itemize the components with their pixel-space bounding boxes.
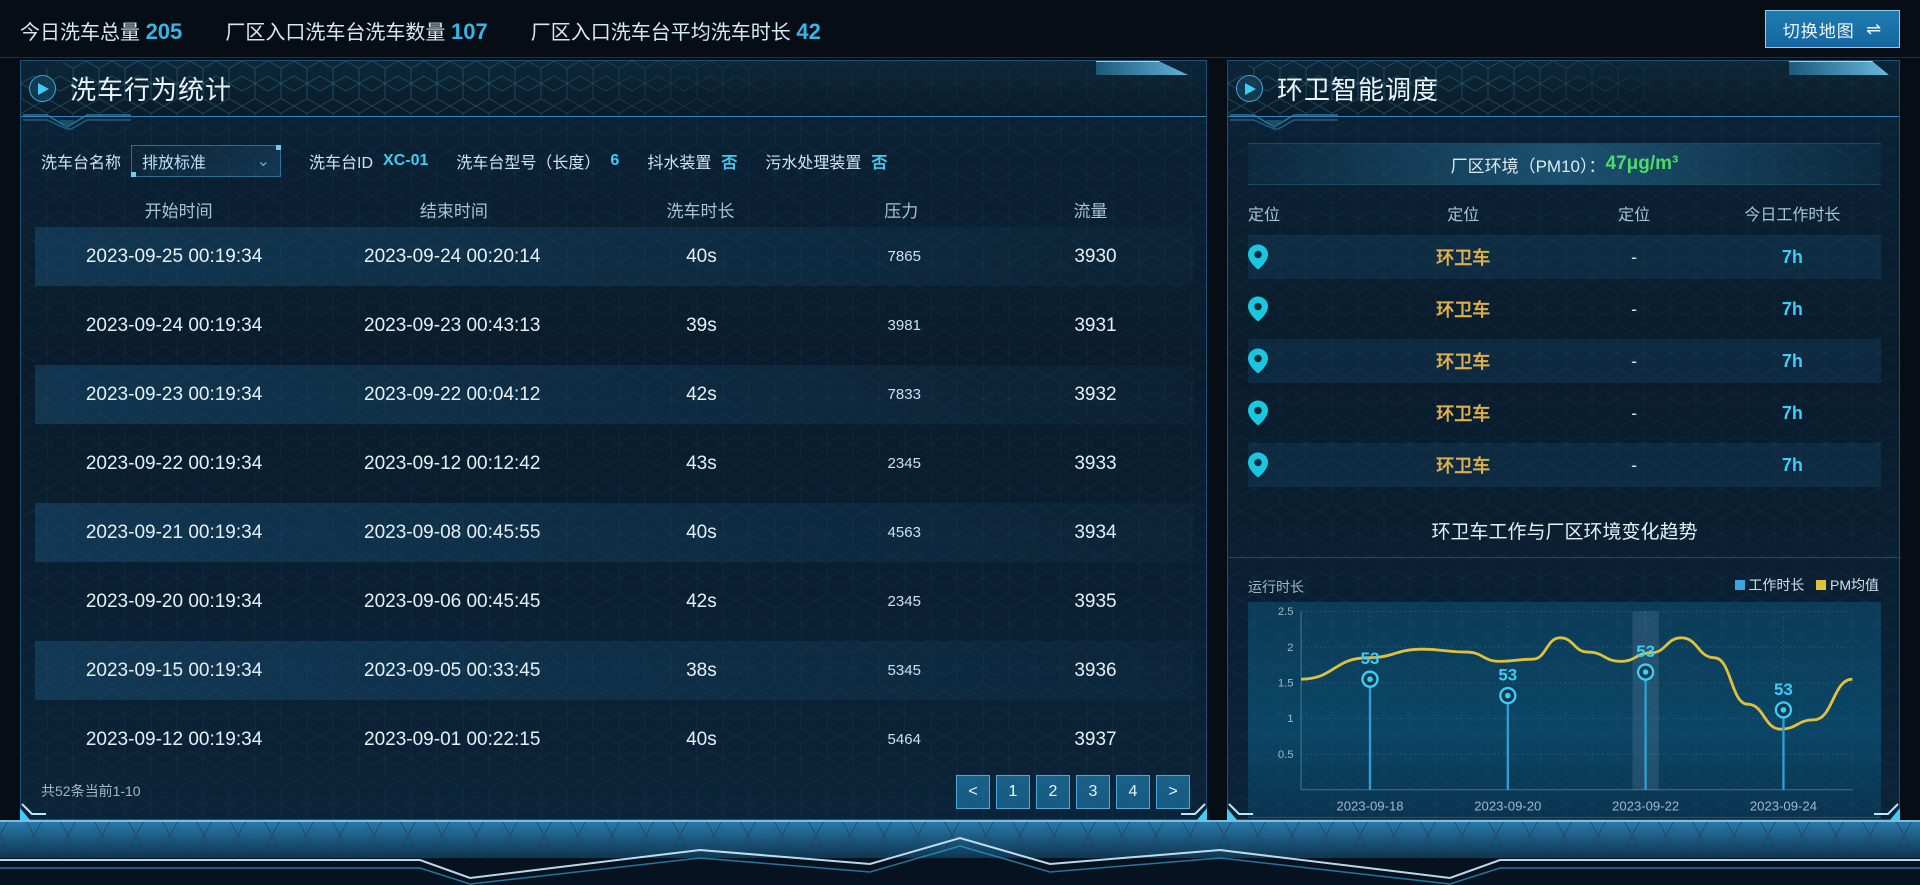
svg-text:53: 53	[1498, 666, 1517, 685]
svg-text:2023-09-22: 2023-09-22	[1612, 798, 1679, 813]
svg-text:0.5: 0.5	[1278, 749, 1294, 761]
svg-text:2023-09-20: 2023-09-20	[1474, 798, 1541, 813]
svg-text:2: 2	[1287, 642, 1293, 654]
svg-text:53: 53	[1361, 649, 1380, 668]
svg-text:1.5: 1.5	[1278, 678, 1294, 690]
svg-text:2023-09-18: 2023-09-18	[1336, 798, 1403, 813]
svg-text:53: 53	[1774, 680, 1793, 699]
svg-text:53: 53	[1636, 642, 1655, 661]
svg-text:2.5: 2.5	[1278, 606, 1294, 618]
svg-text:2023-09-24: 2023-09-24	[1750, 798, 1817, 813]
svg-text:1: 1	[1287, 713, 1293, 725]
